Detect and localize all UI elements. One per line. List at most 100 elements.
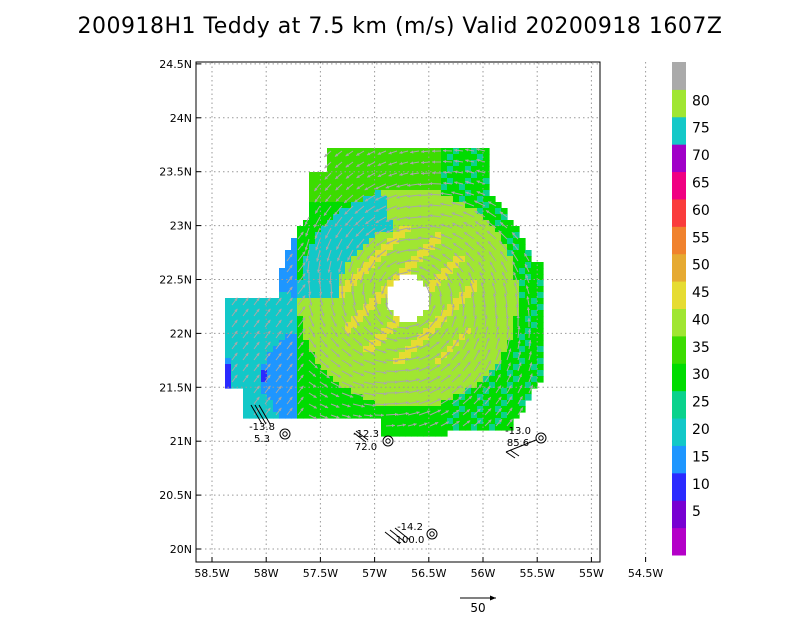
wind-arrow-head [349,384,353,388]
wind-cell [483,304,490,311]
wind-cell [321,352,328,359]
wind-cell [381,232,388,239]
wind-cell [261,316,268,323]
wind-cell [531,382,538,389]
wind-cell [489,316,496,323]
wind-cell [345,406,352,413]
wind-cell [501,364,508,371]
wind-arrow-head [485,326,489,330]
wind-cell [411,346,418,353]
wind-cell [453,172,460,179]
wind-cell [459,244,466,251]
wind-arrow-head [267,374,271,379]
wind-cell [309,310,316,317]
wind-cell [465,346,472,353]
wind-cell [333,202,340,209]
wind-cell [465,238,472,245]
wind-cell [273,376,280,383]
wind-cell [285,382,292,389]
wind-arrow-head [508,348,512,352]
wind-cell [459,214,466,221]
wind-arrow-head [443,159,447,164]
wind-cell [363,394,370,401]
wind-cell [513,394,520,401]
wind-arrow-head [375,186,379,190]
wind-arrow-head [354,210,359,214]
wind-cell [297,250,304,257]
wind-cell [303,268,310,275]
reference-vector-head [490,595,496,601]
wind-arrow-head [289,275,293,280]
wind-cell [537,376,544,383]
wind-arrow-head [421,171,425,176]
wind-cell [333,274,340,281]
wind-cell [441,250,448,257]
wind-cell [399,262,406,269]
wind-cell [345,166,352,173]
wind-cell [489,196,496,203]
wind-cell [429,250,436,257]
wind-arrow-head [366,152,371,156]
wind-cell [525,322,532,329]
wind-cell [483,364,490,371]
wind-cell [417,430,424,437]
wind-cell [297,238,304,245]
wind-cell [339,226,346,233]
wind-cell [273,352,280,359]
wind-cell [363,328,370,335]
wind-cell [249,412,256,419]
wind-cell [507,274,514,281]
wind-cell [447,394,454,401]
wind-cell [375,148,382,155]
wind-cell [357,232,364,239]
wind-cell [339,172,346,179]
wind-cell [531,298,538,305]
wind-cell [393,262,400,269]
wind-cell [279,286,286,293]
wind-cell [297,370,304,377]
wind-arrow-head [337,364,341,368]
wind-cell [261,340,268,347]
wind-cell [375,232,382,239]
wind-arrow-head [383,371,387,375]
wind-cell [387,358,394,365]
wind-cell [495,202,502,209]
wind-cell [447,388,454,395]
wind-arrow-head [475,326,479,330]
wind-cell [363,352,370,359]
wind-arrow-head [379,321,384,325]
wind-arrow-head [421,149,425,154]
wind-cell [513,406,520,413]
wind-cell [405,334,412,341]
wind-cell [321,268,328,275]
wind-cell [447,262,454,269]
wind-cell [441,154,448,161]
wind-cell [495,304,502,311]
wind-cell [483,202,490,209]
wind-cell [255,298,262,305]
wind-cell [357,268,364,275]
wind-arrow-head [367,174,371,178]
wind-cell [291,304,298,311]
wind-arrow-head [477,408,481,413]
wind-cell [477,274,484,281]
wind-cell [537,292,544,299]
wind-cell [291,280,298,287]
wind-cell [441,202,448,209]
wind-cell [393,394,400,401]
wind-cell [357,184,364,191]
wind-cell [297,406,304,413]
wind-cell [273,406,280,413]
wind-cell [483,292,490,299]
wind-cell [489,292,496,299]
wind-arrow-head [383,381,387,385]
wind-cell [279,304,286,311]
wind-arrow-head [430,255,434,259]
wind-cell [393,352,400,359]
wind-cell [531,304,538,311]
colorbar-label: 75 [692,121,710,137]
wind-cell [249,376,256,383]
wind-cell [369,214,376,221]
wind-cell [441,424,448,431]
